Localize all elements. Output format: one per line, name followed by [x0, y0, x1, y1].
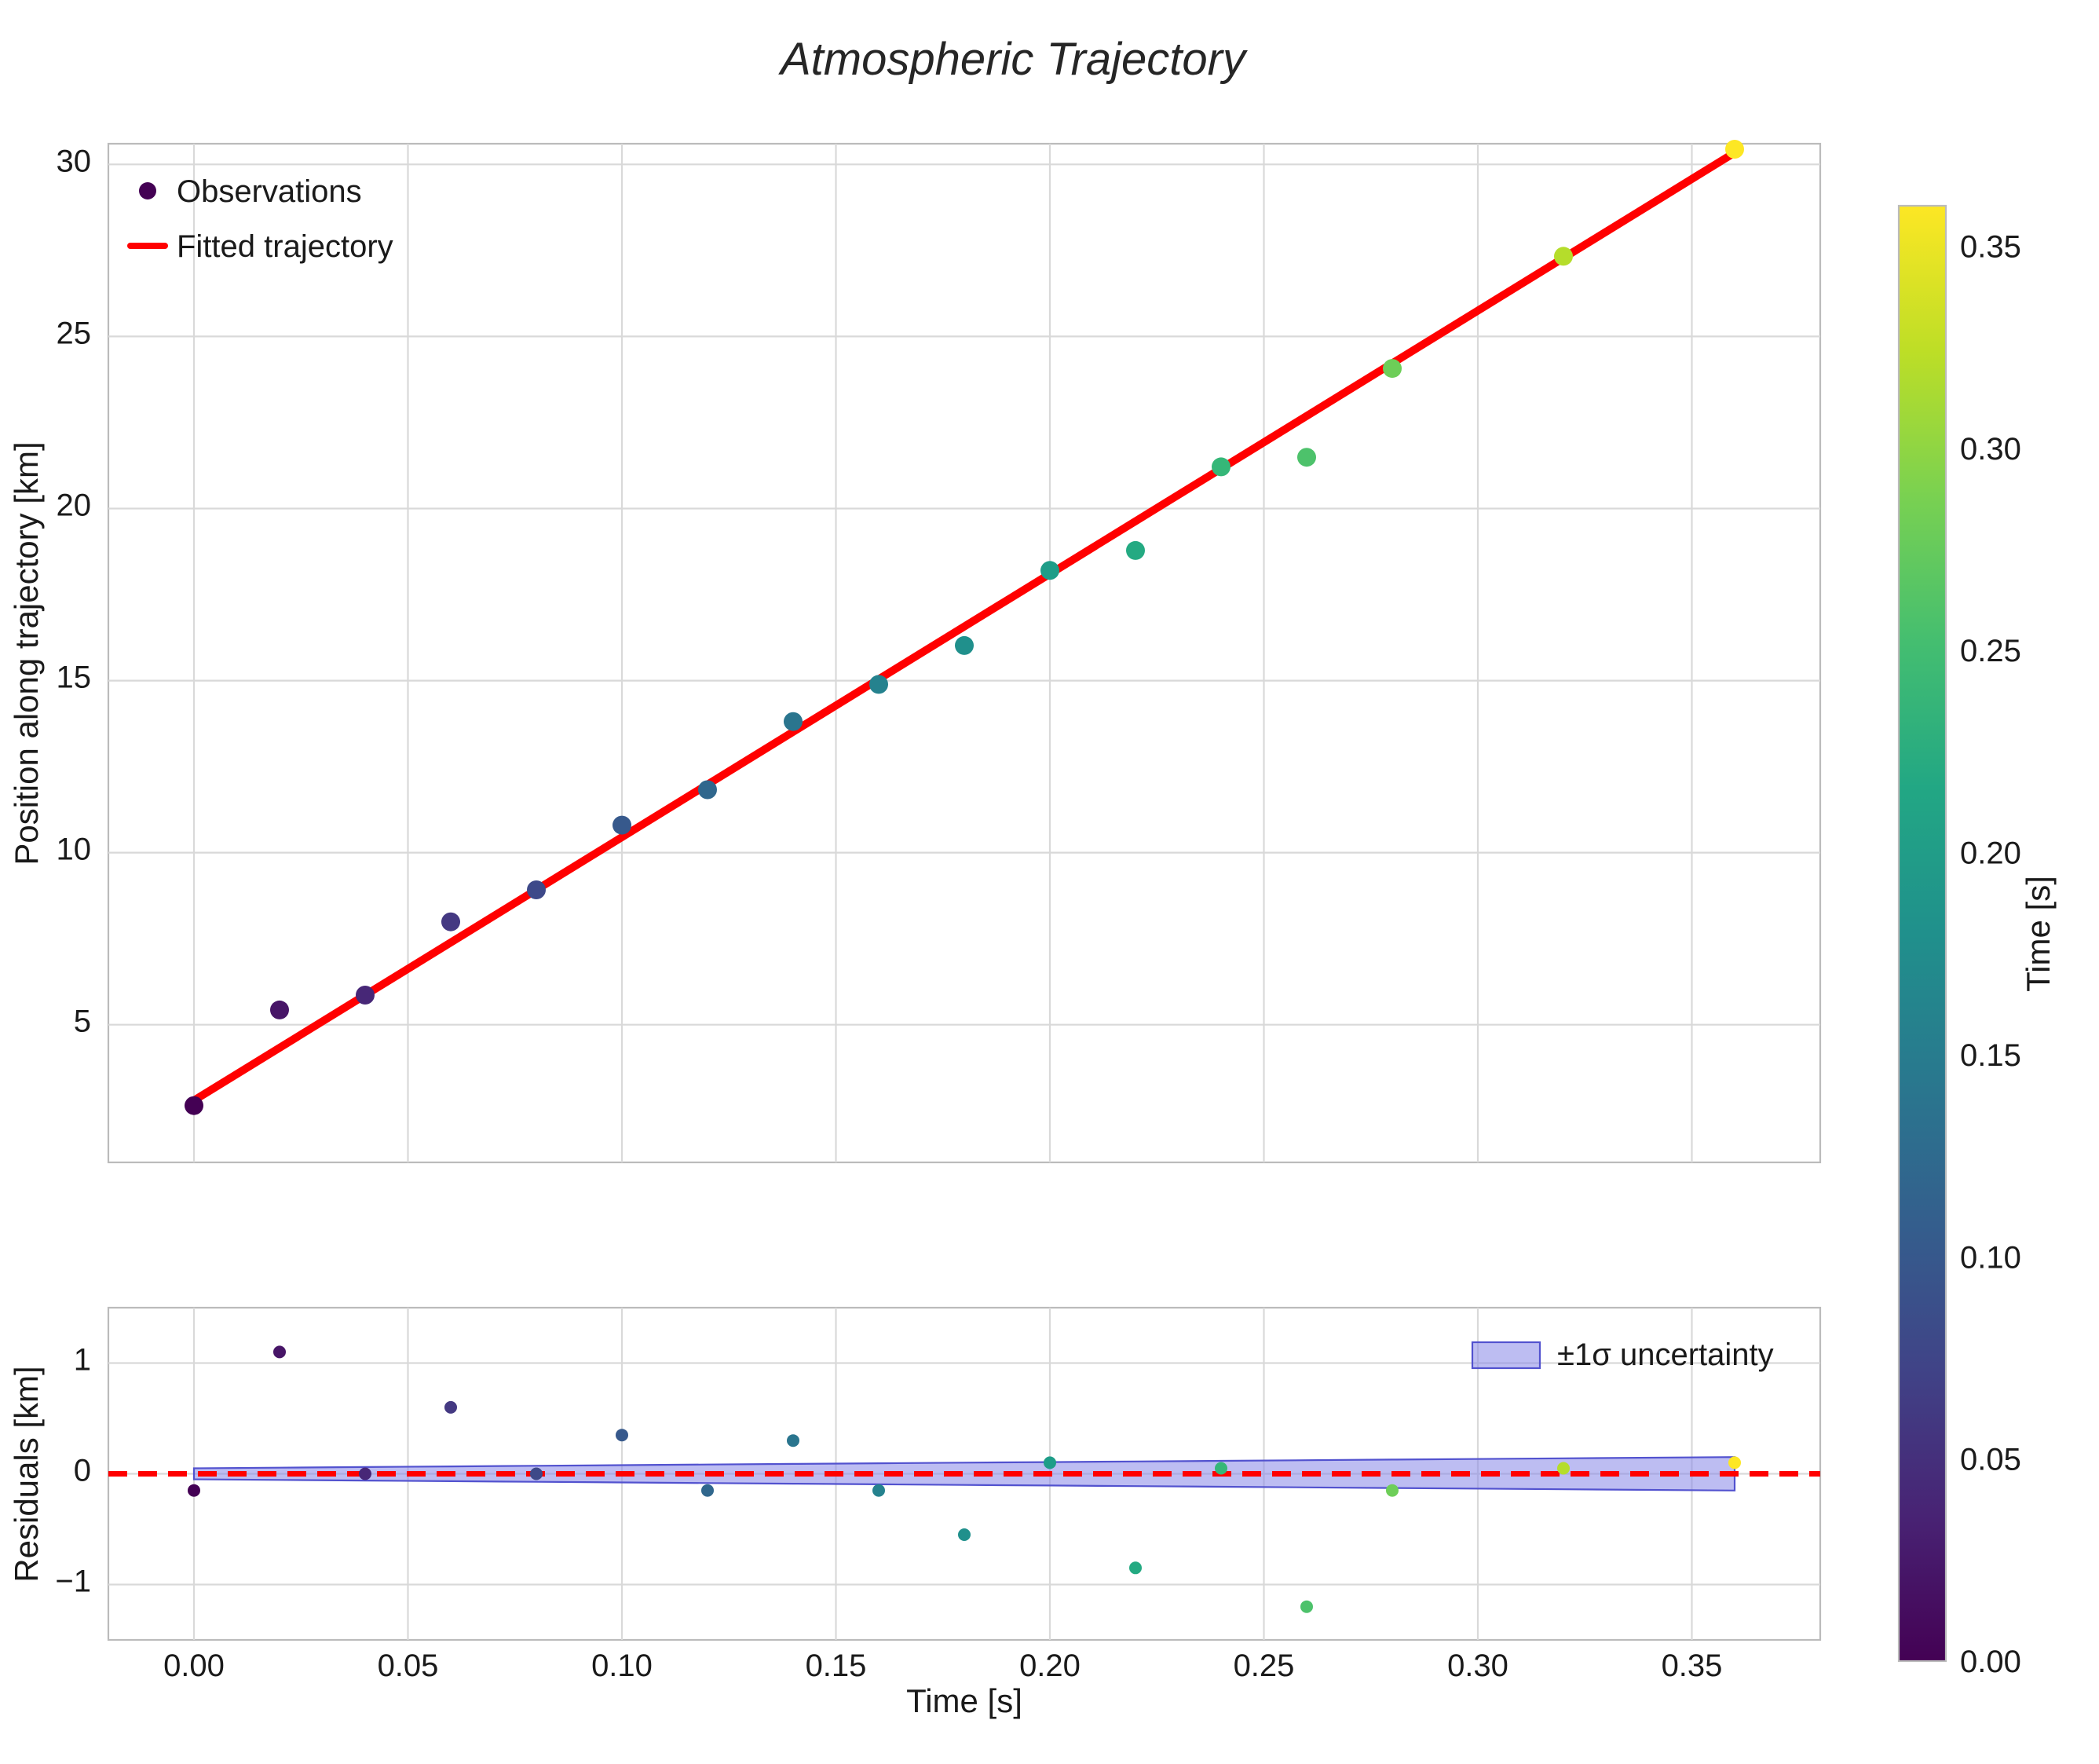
svg-text:0: 0: [74, 1454, 91, 1488]
svg-text:0.35: 0.35: [1960, 230, 2021, 265]
svg-text:0.10: 0.10: [1960, 1240, 2021, 1275]
svg-text:0.30: 0.30: [1960, 432, 2021, 467]
svg-text:Atmospheric Trajectory: Atmospheric Trajectory: [778, 34, 1248, 85]
svg-text:Observations: Observations: [177, 174, 362, 209]
svg-text:0.20: 0.20: [1960, 836, 2021, 871]
svg-text:0.35: 0.35: [1662, 1649, 1723, 1683]
svg-text:30: 30: [57, 144, 92, 178]
svg-text:±1σ uncertainty: ±1σ uncertainty: [1557, 1338, 1774, 1372]
svg-text:5: 5: [74, 1005, 91, 1039]
svg-text:0.25: 0.25: [1960, 634, 2021, 668]
svg-text:0.10: 0.10: [591, 1649, 653, 1683]
svg-text:−1: −1: [55, 1565, 91, 1599]
svg-text:Residuals [km]: Residuals [km]: [8, 1366, 45, 1582]
svg-text:0.20: 0.20: [1019, 1649, 1081, 1683]
svg-text:0.00: 0.00: [163, 1649, 225, 1683]
svg-text:0.15: 0.15: [1960, 1038, 2021, 1073]
svg-text:0.05: 0.05: [1960, 1443, 2021, 1477]
svg-text:20: 20: [57, 489, 92, 523]
svg-text:Position along trajectory [km]: Position along trajectory [km]: [8, 441, 45, 865]
svg-text:0.30: 0.30: [1447, 1649, 1508, 1683]
svg-text:Time [s]: Time [s]: [2020, 876, 2057, 992]
svg-text:1: 1: [74, 1343, 91, 1378]
svg-text:15: 15: [57, 661, 92, 695]
svg-text:0.15: 0.15: [806, 1649, 867, 1683]
svg-text:10: 10: [57, 833, 92, 867]
svg-text:Fitted trajectory: Fitted trajectory: [177, 229, 393, 264]
svg-text:0.00: 0.00: [1960, 1645, 2021, 1679]
svg-text:Time [s]: Time [s]: [906, 1682, 1022, 1719]
svg-text:0.05: 0.05: [378, 1649, 439, 1683]
svg-text:0.25: 0.25: [1234, 1649, 1295, 1683]
svg-text:25: 25: [57, 316, 92, 350]
